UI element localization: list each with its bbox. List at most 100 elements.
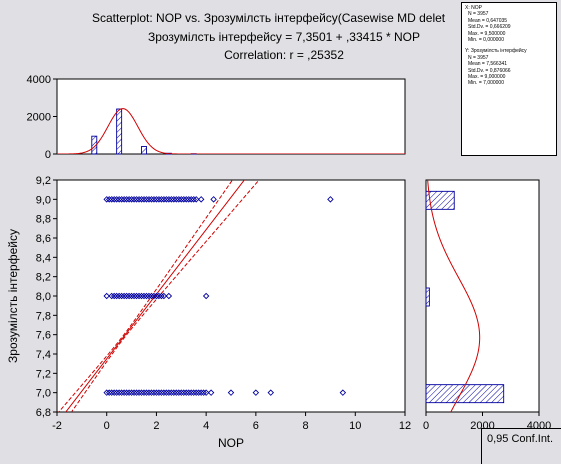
data-point <box>197 389 205 396</box>
data-point <box>120 389 128 396</box>
data-point <box>130 292 138 300</box>
x-tick-label: 2 <box>153 420 159 432</box>
data-point <box>135 292 143 300</box>
stats-line: N = 3957 <box>468 54 489 61</box>
data-point <box>153 196 160 203</box>
data-point <box>183 196 190 203</box>
top-histogram-panel <box>56 78 406 155</box>
top-hist-bar <box>116 108 123 155</box>
data-point <box>115 196 123 203</box>
stats-line: Max. = 9,500000 <box>468 30 506 37</box>
descriptive-stats-box: X: NOP N = 3957 Mean = 0,647035 Std.Dv. = 0… <box>461 2 557 156</box>
data-point <box>123 389 130 396</box>
data-point <box>190 389 197 396</box>
data-point <box>180 196 188 203</box>
data-point <box>113 292 120 300</box>
data-point <box>128 389 135 396</box>
data-point <box>125 292 133 300</box>
data-point <box>133 292 140 300</box>
data-point <box>192 196 200 203</box>
x-axis-label: NOP <box>218 436 244 450</box>
stats-line: Mean = 0,647035 <box>468 17 508 24</box>
y-tick-label: 8,8 <box>36 214 51 226</box>
stats-line: Std.Dv. = 0,666209 <box>468 24 511 31</box>
x-tick-label: 4 <box>203 420 209 432</box>
data-point <box>133 196 140 203</box>
regression-group <box>58 180 260 412</box>
y-tick-label: 7,0 <box>36 388 51 400</box>
data-point <box>210 196 217 203</box>
data-point <box>120 196 128 203</box>
data-point <box>123 196 130 203</box>
data-point <box>133 389 140 396</box>
data-point <box>195 389 202 396</box>
data-point <box>158 196 165 203</box>
scatter-plot: 6,8 7,0 7,2 7,4 7,6 7,8 8,0 8,2 8,4 8,6 8,8 9,0 9,2 -… <box>36 175 411 432</box>
y-tick-label: 8,0 <box>36 291 51 303</box>
data-point <box>168 196 175 203</box>
y-tick-label: 9,2 <box>36 175 51 187</box>
y-tick-label: 7,8 <box>36 310 51 322</box>
y-tick-label: 7,4 <box>36 349 51 361</box>
top-hist-y-tick-label: 4000 <box>27 74 51 86</box>
x-tick-label: 12 <box>399 420 411 432</box>
data-point <box>118 389 125 396</box>
stats-line: N = 3957 <box>468 11 489 18</box>
data-point <box>170 196 178 203</box>
y-axis-label: Зрозумілсть інтерфейсу <box>6 229 20 363</box>
data-point <box>170 389 178 396</box>
top-hist-bar <box>141 146 147 155</box>
data-point <box>252 389 260 396</box>
data-point <box>140 292 148 300</box>
data-point <box>143 389 150 396</box>
data-point <box>120 292 128 300</box>
data-point <box>123 292 130 300</box>
data-point <box>175 196 183 203</box>
data-point <box>155 292 163 300</box>
data-point <box>202 292 210 300</box>
data-point <box>163 389 170 396</box>
regression-equation: Зрозумілсть інтерфейсу = 7,3501 + ,33415… <box>148 30 420 44</box>
right-hist-x-tick-label: 2000 <box>470 420 494 432</box>
stats-line: Min. = 7,000000 <box>468 80 504 87</box>
data-point <box>187 196 195 203</box>
y-tick-label: 8,6 <box>36 233 51 245</box>
confidence-band-upper <box>58 180 234 412</box>
data-point <box>125 196 133 203</box>
data-point <box>207 389 215 396</box>
data-point <box>183 389 190 396</box>
top-histogram: 0 2000 4000 <box>27 74 405 161</box>
stats-header: Y: Зрозумілсть інтерфейсу <box>465 48 527 55</box>
data-point <box>180 389 188 396</box>
data-point <box>103 292 110 300</box>
y-tick-label: 6,8 <box>36 407 51 419</box>
right-hist-bar <box>425 384 505 404</box>
data-point <box>173 196 180 203</box>
data-point <box>190 196 197 203</box>
data-point <box>105 389 113 396</box>
data-point <box>130 196 138 203</box>
data-point <box>185 196 192 203</box>
data-point <box>267 389 275 396</box>
data-point <box>108 389 115 396</box>
data-point <box>175 389 183 396</box>
data-point <box>115 389 123 396</box>
data-point <box>145 196 153 203</box>
data-point <box>165 196 173 203</box>
data-point <box>140 389 148 396</box>
data-point <box>105 196 113 203</box>
data-point <box>128 292 135 300</box>
data-point <box>160 196 168 203</box>
data-point <box>185 389 192 396</box>
stats-line: Mean = 7,566341 <box>468 61 508 68</box>
x-tick-label: 6 <box>253 420 259 432</box>
stats-line: Max. = 9,000000 <box>468 74 506 81</box>
data-point <box>118 292 125 300</box>
data-point <box>200 389 207 396</box>
x-tick-label: 8 <box>303 420 309 432</box>
regression-line <box>65 180 245 412</box>
y-stats-block: Y: Зрозумілсть інтерфейсу N = 3957 Mean = … <box>465 48 553 87</box>
data-point <box>108 196 115 203</box>
data-point <box>150 196 158 203</box>
